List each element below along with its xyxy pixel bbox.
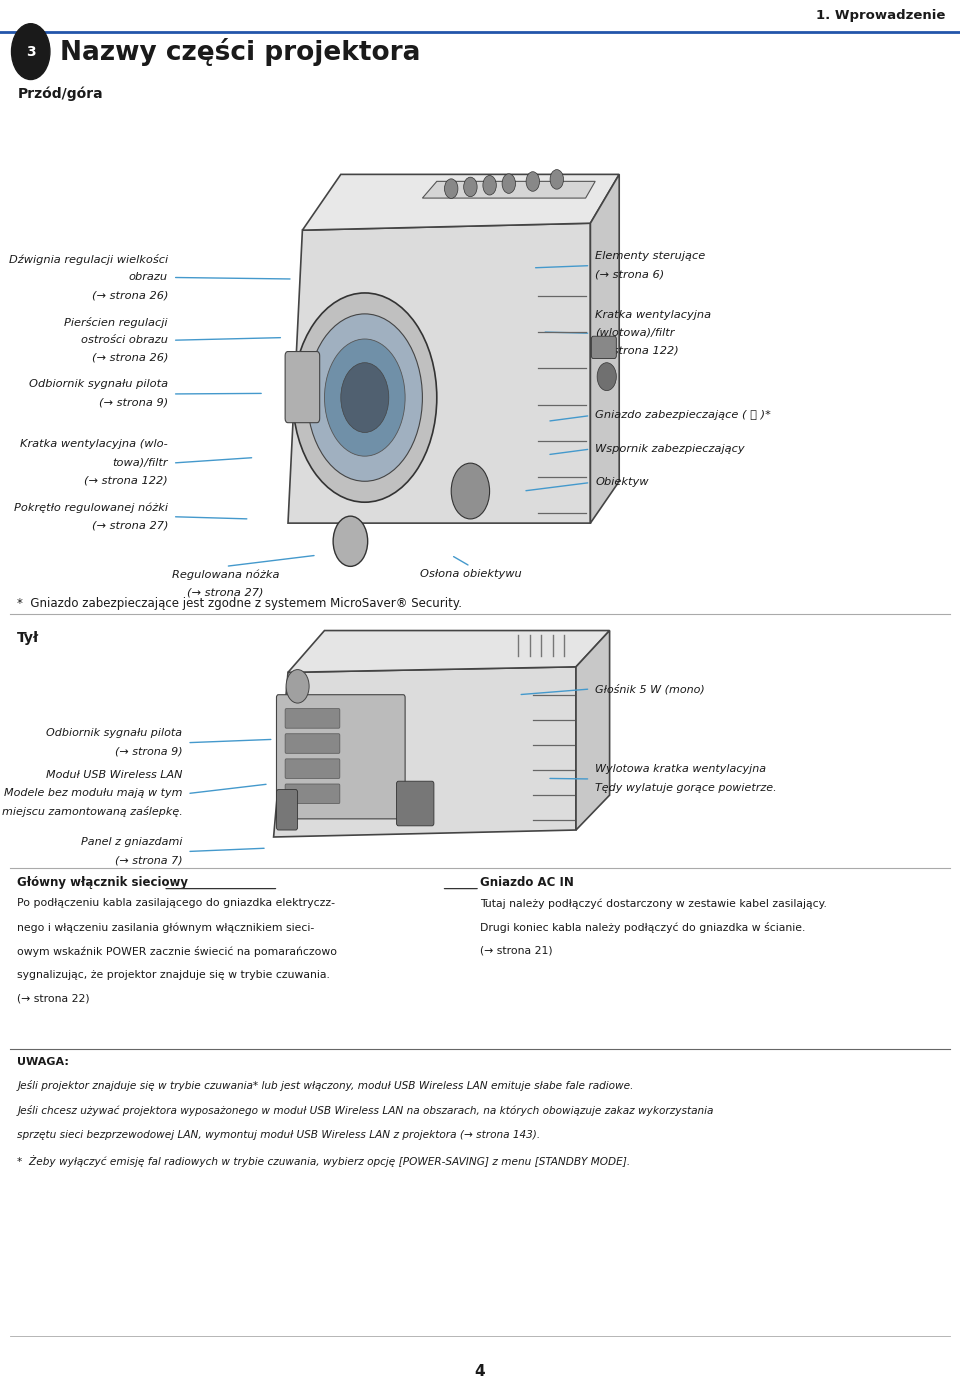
Text: sprzętu sieci bezprzewodowej LAN, wymontuj moduł USB Wireless LAN z projektora (: sprzętu sieci bezprzewodowej LAN, wymont… [17,1130,540,1140]
Text: Kratka wentylacyjna (wlo-: Kratka wentylacyjna (wlo- [20,439,168,449]
Text: sygnalizując, że projektor znajduje się w trybie czuwania.: sygnalizując, że projektor znajduje się … [17,970,330,979]
Circle shape [307,314,422,481]
Circle shape [324,339,405,456]
Text: Wspornik zabezpieczający: Wspornik zabezpieczający [595,444,745,453]
Polygon shape [288,631,610,672]
Text: (→ strona 21): (→ strona 21) [480,946,553,956]
Text: Modele bez modułu mają w tym: Modele bez modułu mają w tym [4,788,182,798]
FancyBboxPatch shape [591,336,616,359]
Text: Tędy wylatuje gorące powietrze.: Tędy wylatuje gorące powietrze. [595,783,777,792]
Text: Tutaj należy podłączyć dostarczony w zestawie kabel zasilający.: Tutaj należy podłączyć dostarczony w zes… [480,898,827,910]
Text: 4: 4 [474,1364,486,1380]
Circle shape [333,516,368,566]
Text: miejscu zamontowaną zaślepkę.: miejscu zamontowaną zaślepkę. [2,806,182,817]
Text: Po podłączeniu kabla zasilającego do gniazdka elektryczz-: Po podłączeniu kabla zasilającego do gni… [17,898,335,908]
Text: towa)/filtr: towa)/filtr [112,458,168,467]
Circle shape [341,363,389,432]
Text: (wlotowa)/filtr: (wlotowa)/filtr [595,328,675,338]
Circle shape [451,463,490,519]
Text: Tył: Tył [17,631,39,644]
Text: Przód/góra: Przód/góra [17,86,103,100]
Text: Nazwy części projektora: Nazwy części projektora [60,38,420,66]
Polygon shape [274,667,576,837]
FancyBboxPatch shape [285,784,340,804]
Circle shape [526,172,540,191]
Text: Pokrętło regulowanej nóżki: Pokrętło regulowanej nóżki [14,502,168,513]
FancyBboxPatch shape [285,734,340,753]
FancyBboxPatch shape [285,352,320,423]
Text: ostrości obrazu: ostrości obrazu [81,335,168,345]
Text: Odbiornik sygnału pilota: Odbiornik sygnału pilota [46,728,182,738]
FancyBboxPatch shape [276,695,405,819]
Circle shape [12,24,50,80]
Text: Drugi koniec kabla należy podłączyć do gniazdka w ścianie.: Drugi koniec kabla należy podłączyć do g… [480,922,805,933]
FancyBboxPatch shape [285,759,340,778]
Text: Wylotowa kratka wentylacyjna: Wylotowa kratka wentylacyjna [595,764,766,774]
Text: owym wskaźnik POWER zacznie świecić na pomarańczowo: owym wskaźnik POWER zacznie świecić na p… [17,946,337,957]
Text: 3: 3 [26,45,36,59]
Circle shape [550,170,564,190]
Circle shape [464,177,477,197]
Circle shape [483,176,496,195]
Text: Moduł USB Wireless LAN: Moduł USB Wireless LAN [46,770,182,780]
Text: UWAGA:: UWAGA: [17,1057,69,1067]
Circle shape [286,670,309,703]
Circle shape [293,293,437,502]
Text: (→ strona 22): (→ strona 22) [17,993,90,1003]
Text: (→ strona 9): (→ strona 9) [99,398,168,407]
Circle shape [502,174,516,194]
Circle shape [444,179,458,198]
Polygon shape [288,223,590,523]
Text: (→ strona 27): (→ strona 27) [187,587,264,597]
FancyBboxPatch shape [276,790,298,830]
Text: *  Gniazdo zabezpieczające jest zgodne z systemem MicroSaver® Security.: * Gniazdo zabezpieczające jest zgodne z … [17,597,463,610]
Text: (→ strona 122): (→ strona 122) [595,346,679,356]
Text: Gniazdo zabezpieczające ( Ⓡ )*: Gniazdo zabezpieczające ( Ⓡ )* [595,410,771,420]
Text: Kratka wentylacyjna: Kratka wentylacyjna [595,310,711,319]
Text: Panel z gniazdami: Panel z gniazdami [81,837,182,847]
Polygon shape [590,174,619,523]
Text: (→ strona 27): (→ strona 27) [91,520,168,530]
Text: Osłona obiektywu: Osłona obiektywu [420,569,521,579]
Text: Regulowana nóżka: Regulowana nóżka [172,569,279,580]
Text: Jeśli projektor znajduje się w trybie czuwania* lub jest włączony, moduł USB Wir: Jeśli projektor znajduje się w trybie cz… [17,1080,634,1091]
Text: Gniazdo AC IN: Gniazdo AC IN [480,876,574,889]
Polygon shape [302,174,619,230]
Text: nego i włączeniu zasilania głównym włącznikiem sieci-: nego i włączeniu zasilania głównym włącz… [17,922,315,933]
Text: Dźwignia regulacji wielkości: Dźwignia regulacji wielkości [9,254,168,265]
Polygon shape [422,181,595,198]
Text: Odbiornik sygnału pilota: Odbiornik sygnału pilota [29,379,168,389]
Text: (→ strona 26): (→ strona 26) [91,353,168,363]
FancyBboxPatch shape [285,709,340,728]
Text: Głośnik 5 W (mono): Głośnik 5 W (mono) [595,684,705,695]
Text: (→ strona 9): (→ strona 9) [115,746,182,756]
Circle shape [597,363,616,391]
Text: *  Żeby wyłączyć emisję fal radiowych w trybie czuwania, wybierz opcję [POWER-SA: * Żeby wyłączyć emisję fal radiowych w t… [17,1155,631,1168]
Text: Jeśli chcesz używać projektora wyposażonego w moduł USB Wireless LAN na obszarac: Jeśli chcesz używać projektora wyposażon… [17,1105,713,1116]
Text: Elementy sterujące: Elementy sterujące [595,251,706,261]
Text: Pierścien regulacji: Pierścien regulacji [64,317,168,328]
Text: (→ strona 6): (→ strona 6) [595,269,664,279]
FancyBboxPatch shape [396,781,434,826]
Text: Obiektyw: Obiektyw [595,477,649,487]
Text: (→ strona 26): (→ strona 26) [91,290,168,300]
Text: (→ strona 122): (→ strona 122) [84,476,168,485]
Text: (→ strona 7): (→ strona 7) [115,855,182,865]
Text: 1. Wprowadzenie: 1. Wprowadzenie [816,10,946,22]
Text: obrazu: obrazu [129,272,168,282]
Text: Główny włącznik sieciowy: Główny włącznik sieciowy [17,876,188,889]
Polygon shape [576,631,610,830]
